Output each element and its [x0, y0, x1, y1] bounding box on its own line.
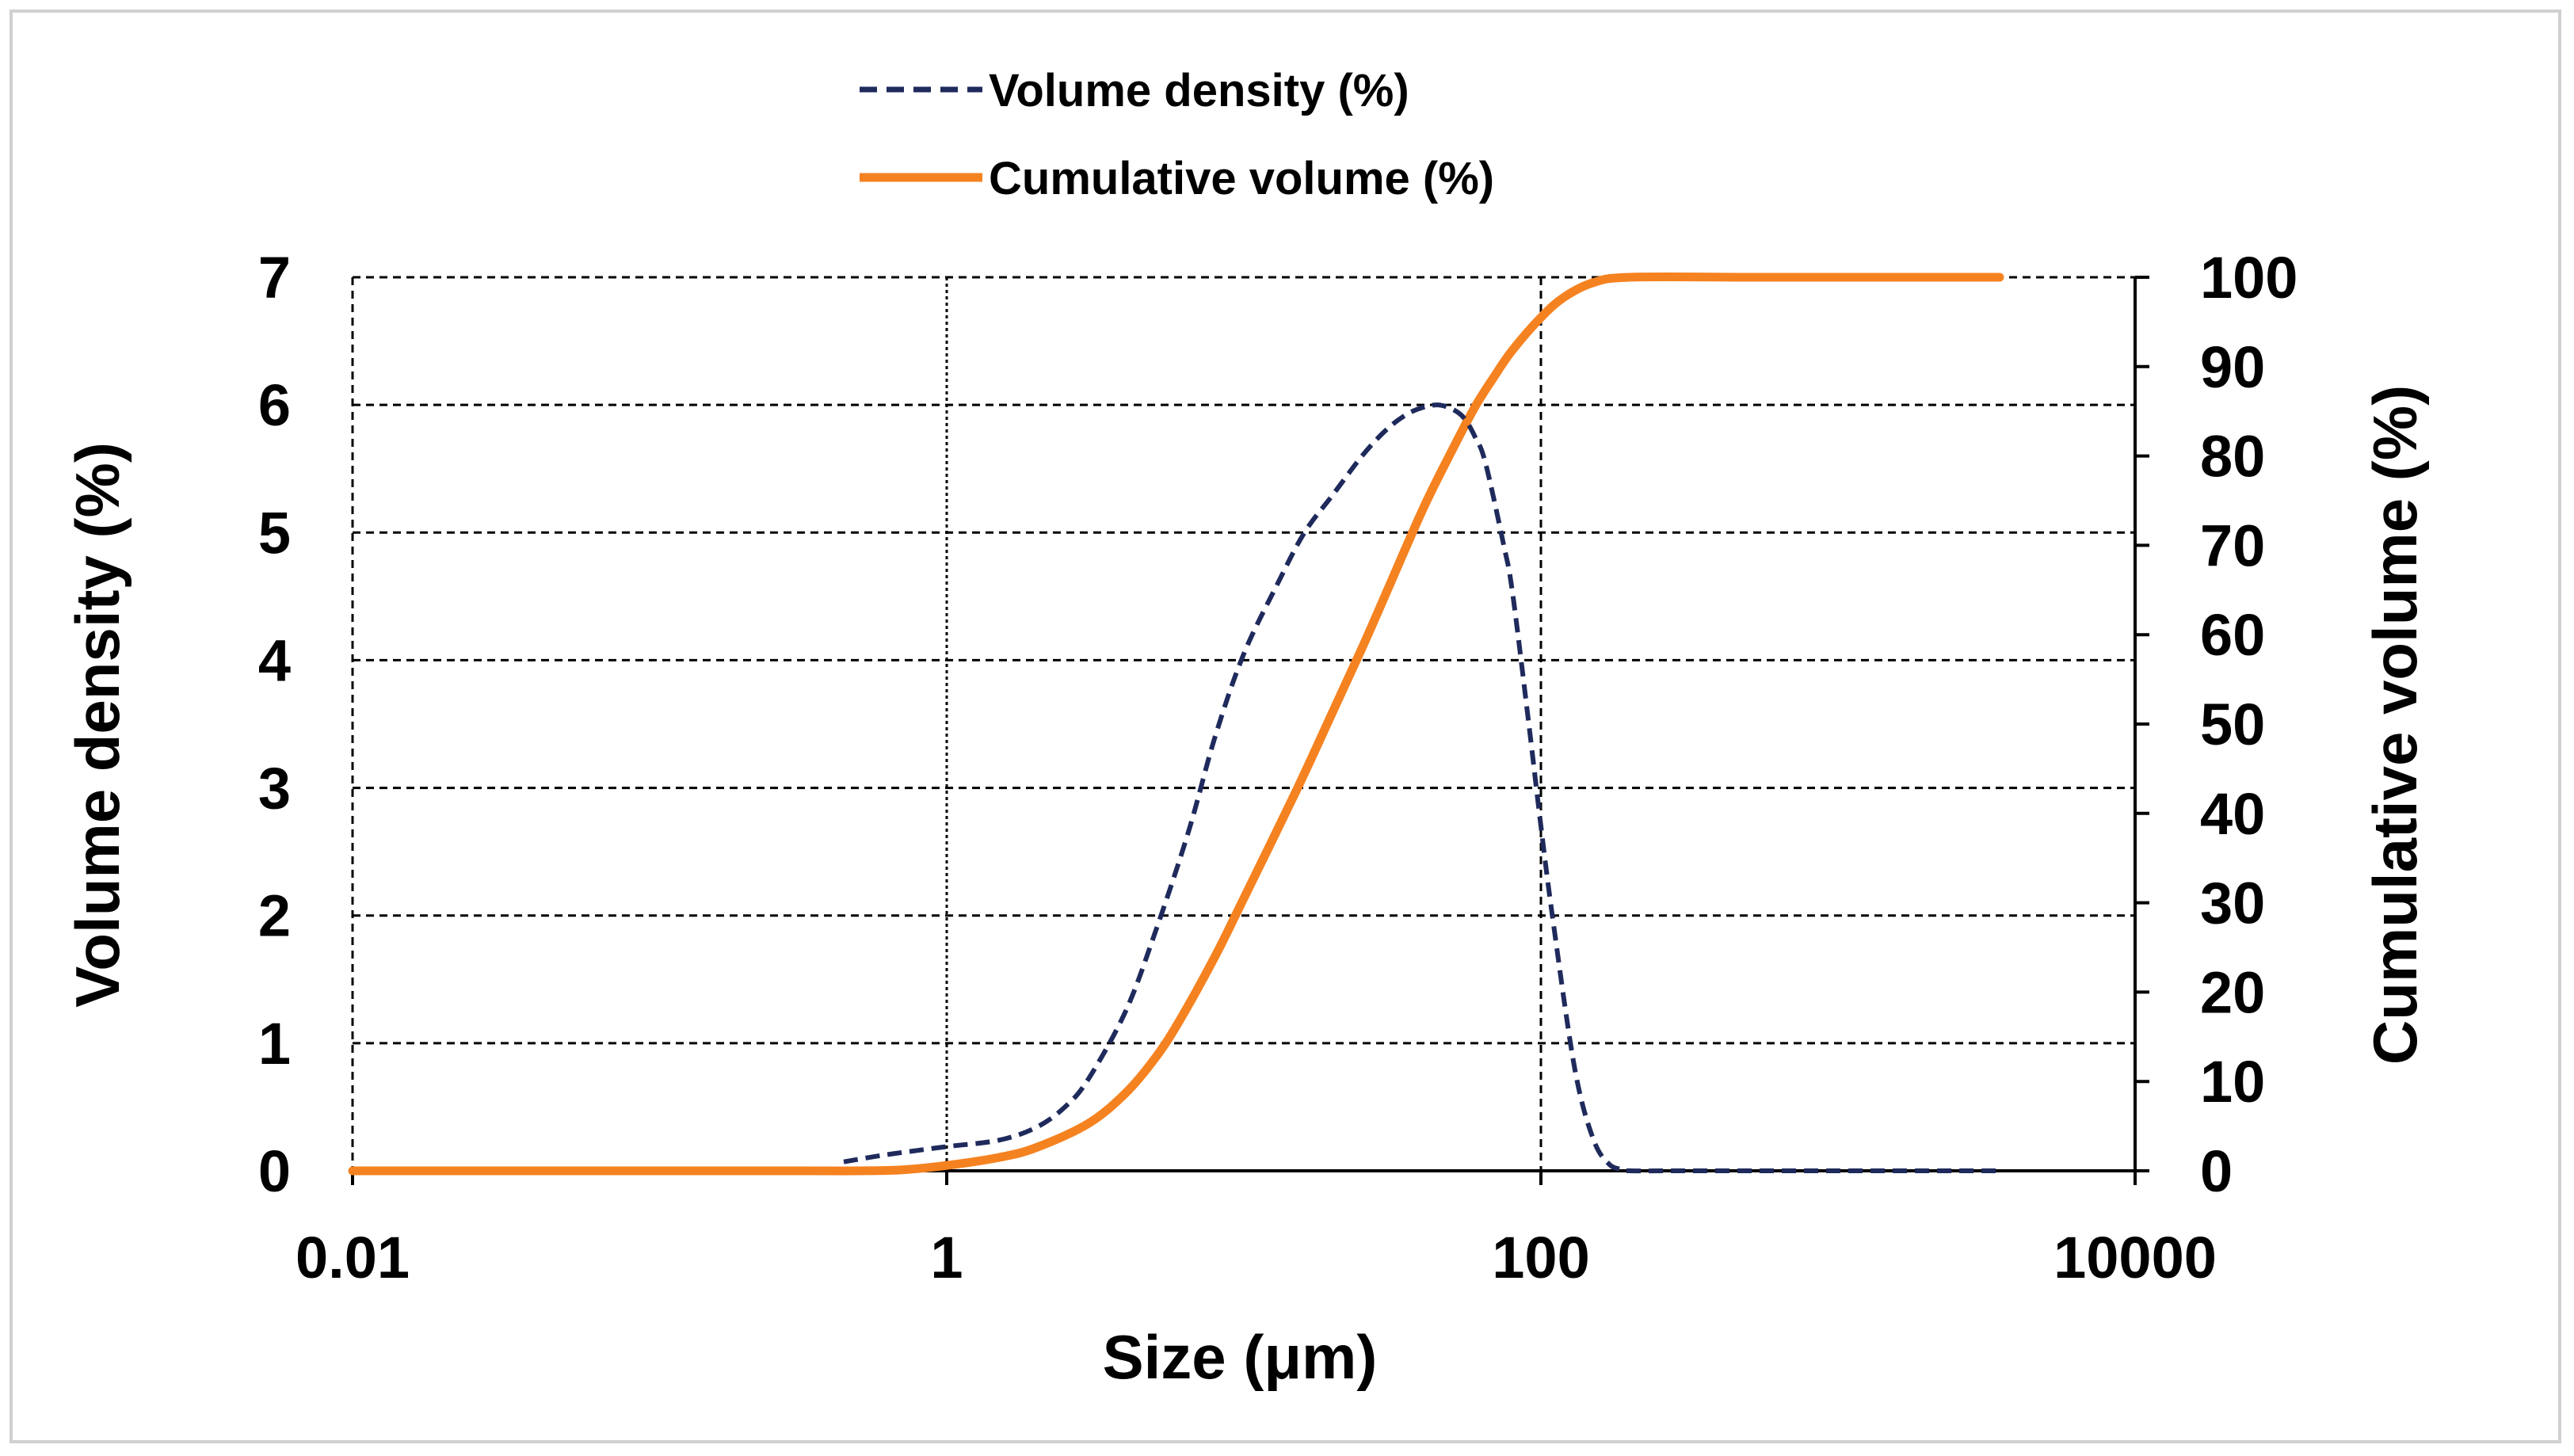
y-right-tick-label: 70: [2200, 513, 2265, 578]
y-left-axis-title: Volume density (%): [63, 442, 132, 1008]
x-tick-label: 100: [1492, 1225, 1589, 1290]
legend-density-label: Volume density (%): [989, 65, 1409, 116]
x-tick-label: 0.01: [296, 1225, 410, 1290]
x-tick-label: 1: [930, 1225, 963, 1290]
y-right-tick-label: 100: [2200, 245, 2298, 311]
y-left-tick-label: 6: [258, 372, 291, 438]
y-right-tick-label: 60: [2200, 602, 2265, 668]
y-right-axis-title: Cumulative volume (%): [2360, 385, 2430, 1065]
y-left-tick-label: 0: [258, 1138, 291, 1204]
y-right-tick-label: 90: [2200, 334, 2265, 400]
y-right-tick-label: 80: [2200, 424, 2265, 490]
series-line-volume-density: [843, 402, 2000, 1174]
series-layer: [348, 273, 2004, 1176]
y-left-tick-label: 7: [258, 245, 291, 311]
y-left-tick-label: 4: [258, 627, 291, 693]
y-right-tick-label: 40: [2200, 781, 2265, 847]
y-right-tick-label: 10: [2200, 1049, 2265, 1115]
x-axis-title: Size (μm): [1103, 1322, 1378, 1392]
x-tick-label: 10000: [2053, 1225, 2217, 1290]
y-left-tick-label: 1: [258, 1011, 291, 1077]
grid: [351, 276, 2135, 1171]
axes: [351, 276, 2149, 1185]
y-right-tick-label: 0: [2200, 1138, 2233, 1204]
legend: Volume density (%) Cumulative volume (%): [860, 65, 1494, 204]
y-left-tick-label: 2: [258, 883, 291, 949]
series-line-cumulative-volume: [348, 273, 2004, 1176]
y-left-tick-label: 3: [258, 756, 291, 821]
legend-cumulative-label: Cumulative volume (%): [989, 153, 1494, 204]
y-right-tick-label: 50: [2200, 692, 2265, 757]
ticks: 0 1 2 3 4 5 6 7 0.01 1 100 10000 0 10 20 30 40 50 60 70 80 90…: [258, 245, 2298, 1290]
y-right-tick-label: 30: [2200, 871, 2265, 936]
y-left-tick-label: 5: [258, 500, 291, 566]
y-right-tick-label: 20: [2200, 959, 2265, 1025]
